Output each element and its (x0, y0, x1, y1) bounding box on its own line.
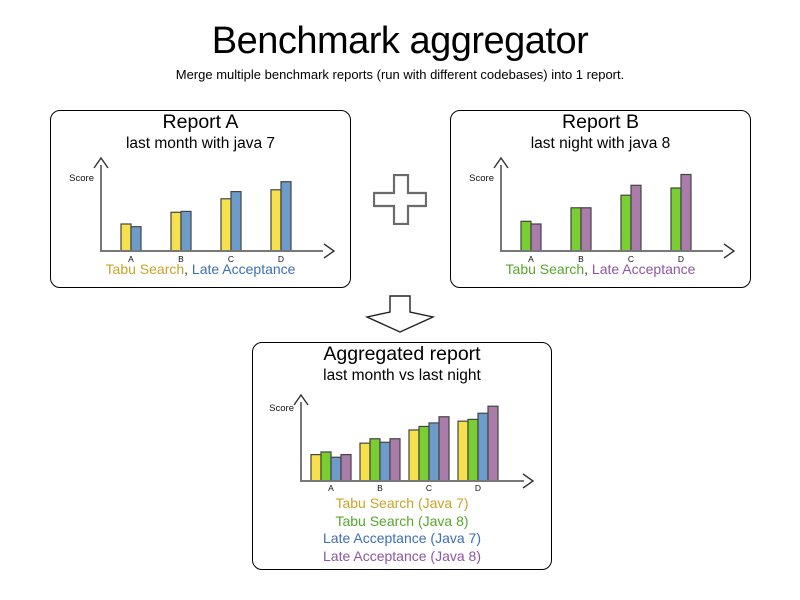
y-axis-label: Score (469, 173, 494, 184)
plus-icon (373, 174, 427, 225)
report-b-legend: Tabu Search, Late Acceptance (451, 261, 750, 277)
legend-entry: Late Acceptance (Java 7) (323, 530, 481, 546)
bar-report_b-A (530, 223, 542, 252)
bar-aggregated-B (389, 438, 401, 482)
report-a-legend: Tabu Search, Late Acceptance (51, 261, 350, 277)
y-axis-label: Score (69, 173, 94, 184)
bar-report_a-B (180, 210, 192, 252)
bar-aggregated-D (467, 418, 479, 482)
report-b-subtitle: last night with java 8 (530, 135, 671, 152)
bar-report_b-D (680, 173, 692, 252)
report-b-panel: Report B last night with java 8 A B C D Scor… (450, 110, 751, 288)
bar-aggregated-C (428, 422, 440, 482)
aggregated-subtitle: last month vs last night (323, 367, 481, 384)
report-a-subtitle: last month with java 7 (125, 135, 276, 152)
report-b-title: Report B (562, 111, 639, 133)
bar-report_b-C (630, 184, 642, 252)
page-subtitle: Merge multiple benchmark reports (run wi… (175, 67, 625, 82)
down-arrow-icon-shape (365, 295, 436, 333)
category-label: B (178, 254, 184, 264)
plus-icon-shape (373, 174, 427, 225)
legend-entry: Tabu Search (Java 7) (335, 495, 469, 511)
report-a-panel: Report A last month with java 7 A B C D Scor… (50, 110, 351, 288)
bar-aggregated-A (320, 451, 332, 482)
bar-report_a-D (280, 181, 292, 252)
bar-aggregated-B (359, 442, 371, 482)
legend-separator: , (184, 261, 192, 277)
aggregated-title: Aggregated report (323, 343, 481, 365)
bar-aggregated-A (310, 453, 322, 482)
category-label: D (278, 254, 284, 264)
legend-entry: Tabu Search (105, 261, 185, 277)
category-label: D (475, 483, 481, 493)
bar-report_b-B (570, 207, 582, 252)
category-label: B (578, 254, 584, 264)
bar-report_b-D (670, 187, 682, 252)
legend-entry: Late Acceptance (591, 261, 696, 277)
bar-report_b-C (620, 194, 632, 252)
bar-aggregated-B (379, 441, 391, 482)
report-a-chart: A B C D Score (69, 156, 336, 264)
x-axis-arrowhead (723, 243, 736, 259)
bar-aggregated-A (340, 453, 352, 482)
category-label: D (678, 254, 684, 264)
bar-report_a-C (220, 198, 232, 252)
bar-report_a-B (170, 211, 182, 252)
category-label: C (628, 254, 634, 264)
bar-aggregated-C (418, 425, 430, 482)
bar-report_a-A (130, 226, 142, 252)
legend-separator: , (584, 261, 592, 277)
category-label: C (426, 483, 432, 493)
y-axis-arrowhead (93, 156, 109, 169)
bar-aggregated-B (369, 438, 381, 482)
y-axis-arrowhead (493, 156, 509, 169)
bar-aggregated-D (477, 412, 489, 482)
page-title: Benchmark aggregator (211, 20, 589, 62)
bar-aggregated-D (487, 405, 499, 482)
bar-report_b-B (580, 207, 592, 252)
bar-report_a-D (270, 189, 282, 252)
x-axis-arrowhead (323, 243, 336, 259)
legend-entry: Late Acceptance (191, 261, 296, 277)
bar-aggregated-A (330, 456, 342, 482)
legend-entry: Tabu Search (Java 8) (335, 512, 469, 529)
report-b-chart: A B C D Score (469, 156, 736, 264)
y-axis-arrowhead (293, 393, 309, 406)
x-axis-arrowhead (522, 473, 535, 489)
legend-entry: Late Acceptance (Java 8) (323, 547, 481, 564)
down-arrow-icon (365, 295, 436, 333)
bar-aggregated-C (438, 416, 450, 482)
bar-report_a-C (230, 190, 242, 252)
bar-report_a-A (120, 223, 132, 252)
bar-aggregated-C (408, 429, 420, 482)
category-label: A (528, 254, 534, 264)
category-label: C (228, 254, 234, 264)
category-label: A (328, 483, 334, 493)
aggregated-report-panel: Aggregated report last month vs last nig… (252, 342, 552, 570)
legend-entry: Tabu Search (505, 261, 585, 277)
bar-report_b-A (520, 220, 532, 252)
aggregated-legend: Tabu Search (Java 7) Tabu Search (Java 8)… (253, 495, 551, 565)
y-axis-label: Score (269, 403, 294, 414)
category-label: A (128, 254, 134, 264)
aggregated-chart: A B C D Score (269, 393, 535, 493)
bar-aggregated-D (457, 420, 469, 482)
report-a-title: Report A (162, 111, 239, 133)
category-label: B (377, 483, 383, 493)
